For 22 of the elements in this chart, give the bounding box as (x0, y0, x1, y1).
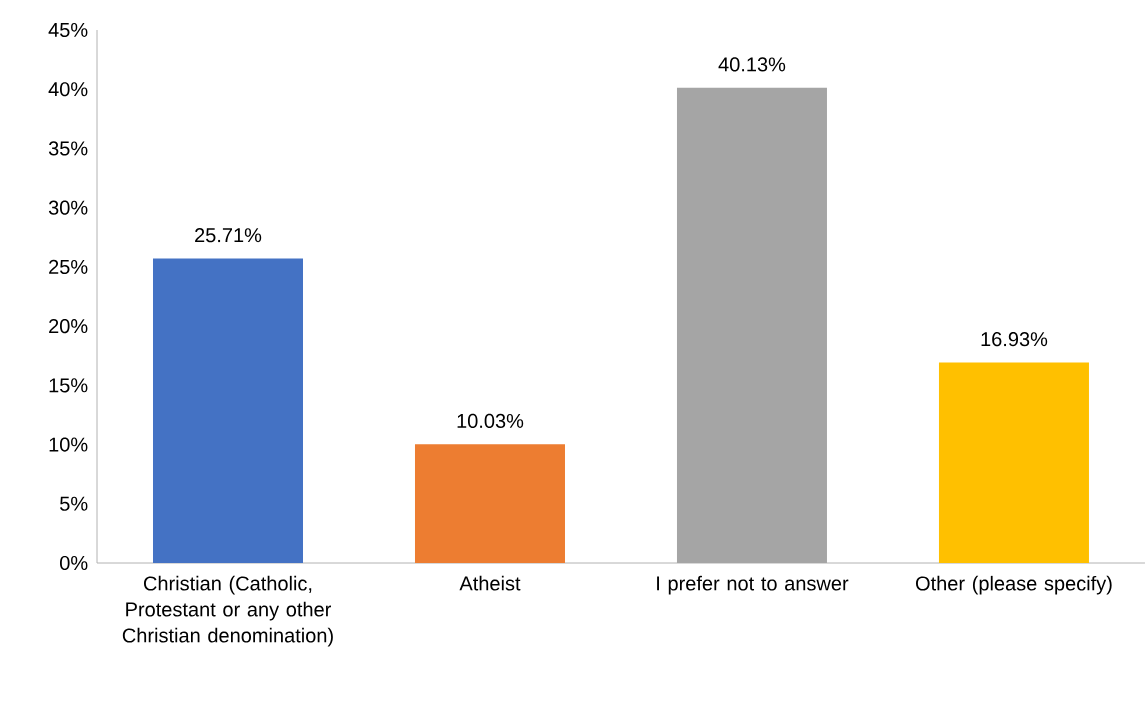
y-tick-label: 0% (60, 555, 88, 571)
y-tick-label: 45% (48, 22, 88, 38)
bar (676, 87, 827, 563)
data-label: 40.13% (718, 57, 786, 72)
bar (938, 362, 1089, 563)
y-tick-label: 5% (60, 496, 88, 511)
x-tick-label: Christian (Catholic, Protestant or any other Christian denomination) (122, 575, 333, 647)
x-tick-label: Other (please specify) (915, 575, 1112, 595)
data-label: 10.03% (457, 413, 524, 429)
bar (153, 258, 303, 563)
y-tick-label: 35% (48, 141, 88, 156)
y-tick-label: 15% (49, 378, 88, 393)
x-tick-label: Atheist (459, 575, 521, 591)
y-tick-label: 20% (49, 319, 88, 334)
bar (414, 444, 565, 563)
x-tick-label: I prefer not to answer (657, 575, 849, 595)
y-tick-label: 10% (49, 437, 88, 452)
data-label: 25.71% (195, 228, 262, 243)
y-tick-label: 25% (49, 259, 88, 274)
y-tick-label: 30% (48, 200, 88, 215)
data-label: 16.93% (981, 332, 1048, 347)
y-tick-label: 40% (48, 82, 88, 97)
